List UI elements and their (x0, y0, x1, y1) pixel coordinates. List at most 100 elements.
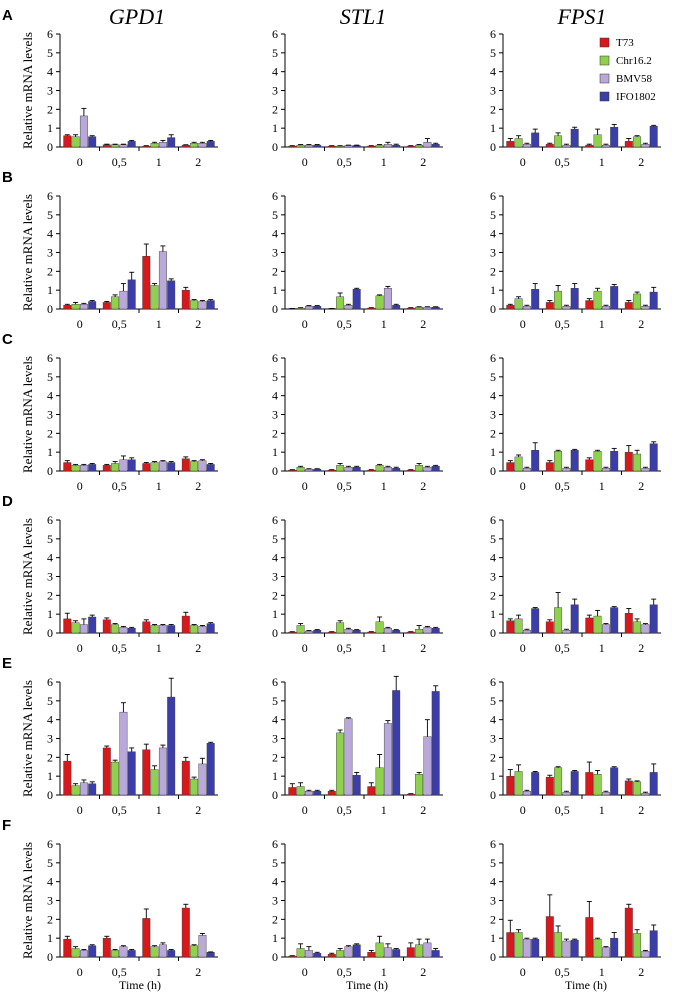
panel-b-gpd1-bar-t73-1 (102, 302, 111, 310)
panel-b-gpd1-bar-bmv58-2 (158, 251, 167, 310)
panel-c-stl1-ytick-label-0: 0 (272, 464, 278, 478)
panel-f-gpd1-xcat-label-0: 0 (77, 965, 83, 979)
legend-label-bmv58: BMV58 (616, 73, 653, 85)
legend-swatch-chr16-2 (599, 55, 610, 66)
panel-f-fps1-bar-ifo1802-1 (570, 939, 579, 958)
panel-e-stl1-bar-ifo1802-1 (352, 775, 361, 796)
panel-e-stl1-ytick-label-3: 3 (272, 732, 278, 746)
panel-f-stl1-bar-t73-0 (288, 955, 297, 958)
panel-c-stl1-bar-chr16-2-2 (375, 465, 384, 472)
panel-a-gpd1-bar-chr16-2-0 (71, 136, 80, 148)
panel-d-fps1-bar-bmv58-0 (522, 629, 531, 634)
panel-e-gpd1-bar-ifo1802-0 (88, 783, 97, 796)
panel-c-stl1-bar-t73-3 (406, 469, 415, 472)
panel-d-stl1-bar-chr16-2-1 (336, 622, 345, 634)
panel-c-stl1-bar-chr16-2-0 (296, 467, 305, 472)
panel-e-gpd1-xcat-label-3: 2 (195, 803, 201, 817)
panel-b-fps1-ytick-label-4: 4 (490, 227, 496, 241)
panel-d-gpd1-bar-bmv58-0 (79, 624, 88, 634)
panel-c-gpd1-bar-chr16-2-1 (111, 463, 120, 472)
panel-d-fps1-bar-ifo1802-0 (531, 608, 540, 634)
panel-b-gpd1-bar-bmv58-0 (79, 304, 88, 310)
panel-e-fps1-bar-t73-3 (624, 780, 633, 796)
panel-b-fps1-bar-ifo1802-1 (570, 288, 579, 310)
panel-d-fps1: 0 1 2 3 4 5 6 0 0,5 1 2 (490, 513, 661, 655)
panel-a-gpd1-bar-t73-2 (142, 145, 151, 148)
panel-e-stl1-bar-t73-0 (288, 787, 297, 796)
panel-b-gpd1-ytick-label-2: 2 (47, 264, 53, 278)
panel-b-stl1-ytick-label-6: 6 (272, 189, 278, 203)
panel-f-gpd1-bar-bmv58-2 (158, 944, 167, 958)
panel-e-fps1-bar-ifo1802-2 (610, 767, 619, 796)
panel-e-stl1-bar-t73-1 (327, 791, 336, 796)
panel-e-gpd1-bar-bmv58-0 (79, 782, 88, 796)
panel-b-gpd1-bar-ifo1802-0 (88, 301, 97, 310)
panel-c-gpd1-bar-bmv58-0 (79, 465, 88, 472)
panel-d-stl1-bar-bmv58-0 (304, 630, 313, 634)
panel-d-stl1-bar-ifo1802-2 (392, 629, 401, 634)
panel-a-gpd1-ytick-label-6: 6 (47, 27, 53, 41)
panel-d-gpd1-bar-chr16-2-2 (150, 625, 159, 634)
panel-c-fps1-ytick-label-5: 5 (490, 370, 496, 384)
panel-a-gpd1-bar-bmv58-2 (158, 142, 167, 148)
panel-b-gpd1-ytick-label-4: 4 (47, 227, 53, 241)
panel-f-fps1-ytick-label-4: 4 (490, 875, 496, 889)
panel-f-fps1-bar-chr16-2-1 (554, 932, 563, 958)
panel-b-stl1-bar-chr16-2-3 (415, 306, 424, 310)
panel-d-fps1-bar-chr16-2-2 (593, 615, 602, 634)
legend-swatch-ifo1802 (599, 91, 610, 102)
panel-d-stl1-bar-bmv58-2 (383, 628, 392, 634)
row-label-e: E (2, 655, 12, 672)
panel-a-fps1-bar-chr16-2-1 (554, 135, 563, 148)
panel-e-fps1-bar-t73-1 (545, 776, 554, 796)
panel-c-fps1-bar-bmv58-3 (641, 467, 650, 472)
panel-b-fps1-bar-bmv58-1 (562, 305, 571, 310)
panel-a-gpd1-xcat-label-0: 0 (77, 155, 83, 169)
panel-f-stl1-bar-bmv58-3 (423, 942, 432, 958)
panel-e-stl1-bar-t73-3 (406, 793, 415, 796)
panel-f-stl1-ytick-label-1: 1 (272, 931, 278, 945)
panel-b-gpd1-bar-t73-2 (142, 256, 151, 310)
panel-f-fps1-xcat-label-3: 2 (638, 965, 644, 979)
panel-c-fps1-bar-chr16-2-0 (514, 456, 523, 472)
panel-c-gpd1-bar-t73-3 (181, 458, 190, 472)
panel-d-stl1-ytick-label-5: 5 (272, 532, 278, 546)
panel-a-fps1-bar-t73-1 (545, 143, 554, 148)
panel-b-stl1-bar-ifo1802-1 (352, 289, 361, 310)
panel-c-gpd1-bar-ifo1802-0 (88, 464, 97, 472)
panel-d-stl1-xcat-label-0: 0 (302, 641, 308, 655)
panel-a-fps1-ytick-label-6: 6 (490, 27, 496, 41)
panel-d-fps1-ytick-label-3: 3 (490, 570, 496, 584)
x-axis-title-fps1: Time (h) (565, 978, 607, 992)
panel-c-stl1-bar-chr16-2-1 (336, 465, 345, 472)
panel-b-stl1-bar-bmv58-2 (383, 288, 392, 310)
panel-e-gpd1-bar-t73-2 (142, 749, 151, 796)
panel-e-stl1-bar-ifo1802-3 (431, 691, 440, 796)
panel-b-gpd1-bar-bmv58-1 (119, 290, 128, 310)
panel-f-gpd1-bar-ifo1802-1 (127, 950, 136, 958)
panel-d-fps1-ytick-label-0: 0 (490, 626, 496, 640)
panel-e-gpd1-bar-bmv58-3 (198, 763, 207, 796)
panel-e-fps1-bar-ifo1802-3 (649, 772, 658, 796)
panel-c-stl1-bar-ifo1802-1 (352, 467, 361, 472)
panel-d-gpd1-bar-ifo1802-1 (127, 628, 136, 634)
panel-c-gpd1-bar-ifo1802-2 (167, 462, 176, 472)
panel-d-fps1-ytick-label-1: 1 (490, 607, 496, 621)
panel-e-stl1-bar-chr16-2-2 (375, 767, 384, 796)
panel-b-stl1-ytick-label-0: 0 (272, 302, 278, 316)
panel-e-stl1-bar-ifo1802-2 (392, 690, 401, 796)
panel-d-fps1-bar-ifo1802-1 (570, 604, 579, 634)
panel-f-gpd1-bar-bmv58-0 (79, 950, 88, 958)
panel-e-fps1-ytick-label-2: 2 (490, 750, 496, 764)
panel-d-fps1-ytick-label-5: 5 (490, 532, 496, 546)
panel-f-gpd1-ytick-label-6: 6 (47, 837, 53, 851)
panel-e-fps1-ytick-label-3: 3 (490, 732, 496, 746)
panel-a-gpd1-ytick-label-2: 2 (47, 102, 53, 116)
panel-f-fps1-bar-bmv58-2 (601, 947, 610, 958)
panel-f-gpd1-bar-chr16-2-2 (150, 946, 159, 958)
panel-b-gpd1-bar-chr16-2-1 (111, 296, 120, 310)
panel-c-stl1-bar-ifo1802-0 (313, 468, 322, 472)
panel-d-fps1-bar-bmv58-1 (562, 629, 571, 634)
panel-b-fps1-bar-t73-2 (585, 300, 594, 310)
panel-c-stl1-bar-ifo1802-3 (431, 466, 440, 472)
